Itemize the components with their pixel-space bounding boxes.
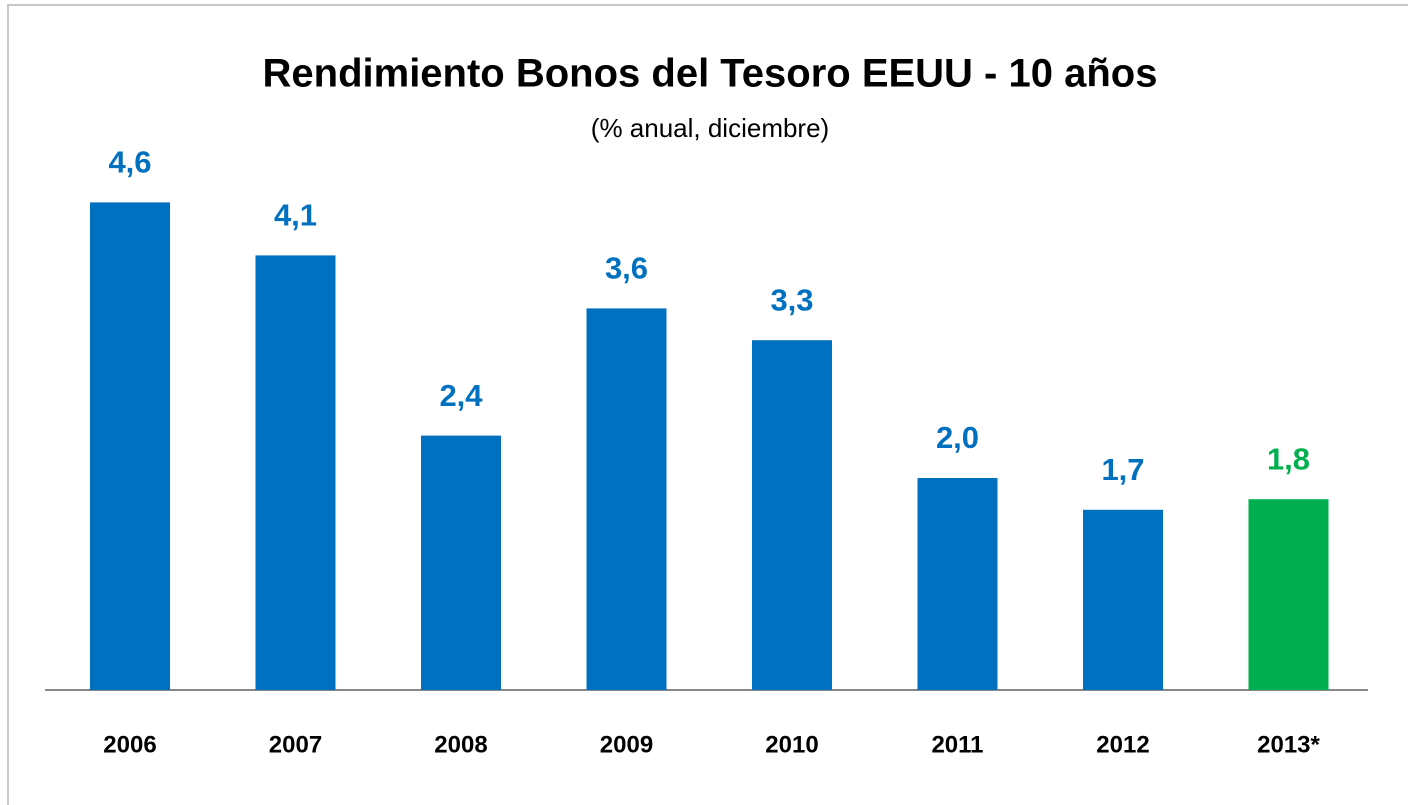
x-tick-label: 2012 bbox=[1096, 731, 1149, 758]
x-tick-label: 2010 bbox=[765, 731, 818, 758]
bar bbox=[752, 340, 832, 690]
value-label: 2,0 bbox=[936, 420, 979, 455]
bar bbox=[1083, 509, 1163, 690]
x-tick-label: 2011 bbox=[931, 731, 983, 758]
chart-title: Rendimiento Bonos del Tesoro EEUU - 10 a… bbox=[263, 52, 1158, 96]
x-tick-label: 2009 bbox=[600, 731, 653, 758]
x-tick-label: 2013* bbox=[1257, 731, 1320, 758]
value-label: 3,6 bbox=[605, 251, 648, 286]
bar bbox=[586, 308, 667, 690]
bar bbox=[255, 255, 336, 690]
value-label: 1,7 bbox=[1101, 452, 1144, 487]
chart-subtitle: (% anual, diciembre) bbox=[591, 113, 829, 143]
bar bbox=[90, 202, 170, 690]
value-label: 2,4 bbox=[439, 378, 483, 413]
value-label: 4,1 bbox=[274, 198, 317, 233]
value-label: 1,8 bbox=[1267, 441, 1310, 476]
bar bbox=[421, 435, 501, 690]
x-tick-label: 2008 bbox=[434, 731, 487, 758]
bar bbox=[917, 478, 998, 690]
bar bbox=[1248, 499, 1329, 690]
value-label: 4,6 bbox=[108, 145, 151, 180]
value-label: 3,3 bbox=[770, 282, 813, 317]
chart-border bbox=[7, 4, 1408, 805]
x-tick-label: 2006 bbox=[103, 731, 156, 758]
x-tick-label: 2007 bbox=[269, 731, 322, 758]
